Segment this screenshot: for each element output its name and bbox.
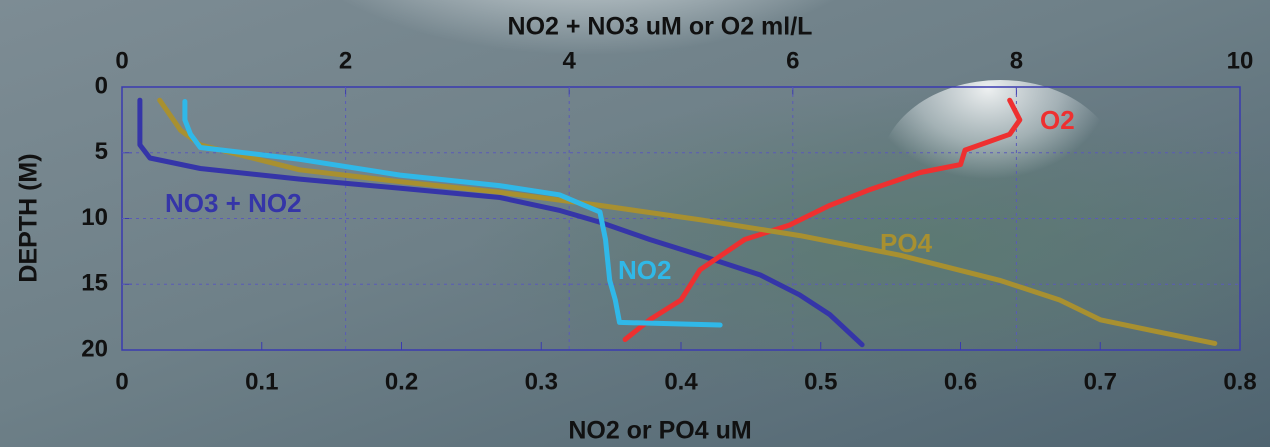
x-tick-label: 0.3: [525, 368, 558, 395]
x-tick-label: 0.2: [385, 368, 418, 395]
x-tick-label: 0.8: [1223, 368, 1256, 395]
y-axis-title: DEPTH (M): [15, 153, 43, 282]
x2-tick-label: 8: [1010, 47, 1023, 74]
x2-tick-label: 10: [1227, 47, 1254, 74]
x2-tick-label: 0: [115, 47, 128, 74]
series-label: NO2: [618, 255, 671, 285]
x-tick-label: 0.5: [804, 368, 837, 395]
y-tick-label: 5: [95, 138, 108, 165]
page: {"chart_data": { "type": "line", "x_labe…: [0, 0, 1270, 447]
y-tick-label: 15: [81, 270, 108, 297]
y-tick-label: 10: [81, 204, 108, 231]
x2-axis-title: NO2 + NO3 uM or O2 ml/L: [508, 13, 813, 41]
x-tick-label: 0.1: [245, 368, 278, 395]
x-tick-label: 0.6: [944, 368, 977, 395]
y-tick-label: 20: [81, 335, 108, 362]
x-axis-title: NO2 or PO4 uM: [568, 417, 751, 445]
x-tick-label: 0: [115, 368, 128, 395]
x-tick-label: 0.4: [664, 368, 698, 395]
chart: NO2 + NO3 uM or O2 ml/L NO2 or PO4 uM DE…: [0, 0, 1270, 447]
y-tick-label: 0: [95, 72, 108, 99]
series-label: NO3 + NO2: [165, 188, 302, 218]
series-label: O2: [1040, 105, 1075, 135]
x2-tick-label: 6: [786, 47, 799, 74]
x-tick-label: 0.7: [1084, 368, 1117, 395]
x2-tick-label: 4: [563, 47, 577, 74]
series-label: PO4: [880, 228, 933, 258]
x2-tick-label: 2: [339, 47, 352, 74]
